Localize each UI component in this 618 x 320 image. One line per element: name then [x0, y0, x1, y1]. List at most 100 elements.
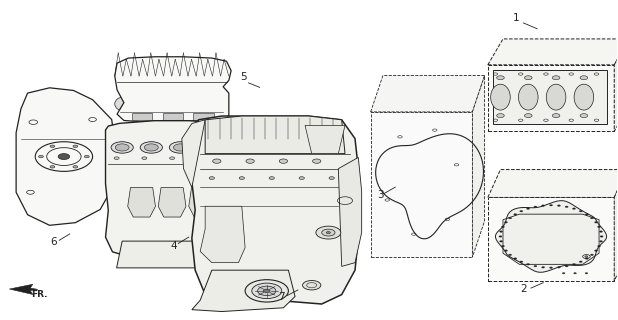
Circle shape [520, 211, 523, 212]
Circle shape [85, 155, 89, 158]
Polygon shape [200, 206, 245, 263]
Polygon shape [16, 88, 116, 225]
Circle shape [599, 231, 603, 232]
Circle shape [572, 208, 575, 209]
Circle shape [585, 256, 588, 257]
Circle shape [541, 267, 544, 268]
Ellipse shape [115, 97, 133, 111]
Text: 1: 1 [512, 13, 519, 23]
Circle shape [520, 261, 523, 262]
Circle shape [534, 265, 537, 267]
Text: FR.: FR. [32, 290, 48, 299]
Circle shape [565, 206, 568, 208]
Polygon shape [106, 121, 247, 257]
Circle shape [514, 214, 517, 215]
Polygon shape [117, 241, 233, 268]
Polygon shape [488, 197, 614, 281]
Circle shape [499, 231, 502, 232]
Circle shape [504, 250, 507, 252]
Text: 6: 6 [50, 237, 57, 247]
Circle shape [525, 114, 532, 117]
Circle shape [595, 221, 598, 223]
Bar [163, 113, 183, 121]
Circle shape [549, 267, 552, 268]
Polygon shape [371, 112, 472, 257]
Polygon shape [305, 125, 345, 154]
Circle shape [501, 226, 504, 228]
Bar [132, 113, 153, 121]
Ellipse shape [491, 84, 510, 110]
Text: 3: 3 [377, 190, 383, 200]
Circle shape [572, 263, 575, 265]
Circle shape [145, 144, 158, 151]
Ellipse shape [193, 97, 212, 111]
Circle shape [50, 165, 55, 168]
Circle shape [322, 229, 335, 236]
Circle shape [252, 283, 282, 299]
Circle shape [142, 157, 147, 159]
Circle shape [590, 217, 593, 219]
Circle shape [579, 261, 582, 262]
Circle shape [73, 165, 78, 168]
Polygon shape [472, 76, 485, 257]
Ellipse shape [519, 84, 538, 110]
Circle shape [509, 217, 512, 219]
Circle shape [73, 145, 78, 148]
Circle shape [585, 273, 588, 274]
Text: 5: 5 [240, 72, 247, 82]
Circle shape [169, 157, 175, 159]
Polygon shape [205, 116, 345, 154]
Circle shape [203, 144, 216, 151]
Polygon shape [192, 270, 295, 312]
Circle shape [557, 267, 561, 268]
Circle shape [549, 204, 552, 206]
Circle shape [245, 280, 289, 302]
Polygon shape [371, 76, 485, 112]
Polygon shape [182, 120, 205, 188]
Circle shape [50, 145, 55, 148]
Circle shape [525, 76, 532, 80]
Bar [107, 151, 119, 162]
Circle shape [552, 114, 560, 117]
Circle shape [585, 258, 588, 259]
Circle shape [514, 258, 517, 259]
Circle shape [174, 144, 187, 151]
Polygon shape [488, 65, 614, 131]
Circle shape [527, 208, 530, 209]
Circle shape [279, 159, 287, 163]
Circle shape [557, 205, 561, 206]
Circle shape [499, 236, 502, 237]
Text: 2: 2 [520, 284, 527, 294]
Circle shape [598, 245, 601, 247]
Circle shape [509, 254, 512, 256]
Circle shape [197, 157, 202, 159]
Circle shape [114, 157, 119, 159]
Circle shape [504, 221, 507, 223]
Polygon shape [128, 188, 156, 217]
Ellipse shape [574, 84, 594, 110]
Circle shape [501, 245, 504, 247]
Circle shape [299, 177, 305, 180]
Polygon shape [115, 57, 231, 122]
Circle shape [258, 286, 276, 296]
Polygon shape [192, 116, 358, 304]
Text: 7: 7 [278, 292, 285, 302]
Circle shape [590, 254, 593, 256]
Circle shape [562, 273, 565, 274]
Polygon shape [158, 188, 186, 217]
Circle shape [497, 114, 504, 117]
Circle shape [316, 226, 341, 239]
Circle shape [313, 159, 321, 163]
Circle shape [579, 211, 582, 212]
Circle shape [198, 142, 221, 153]
Bar [193, 113, 214, 121]
Circle shape [329, 177, 334, 180]
Polygon shape [488, 170, 618, 197]
Circle shape [225, 157, 230, 159]
Circle shape [140, 142, 163, 153]
Circle shape [239, 177, 245, 180]
Circle shape [580, 114, 588, 117]
Text: 4: 4 [171, 241, 177, 251]
Circle shape [303, 281, 321, 290]
Polygon shape [614, 39, 618, 131]
